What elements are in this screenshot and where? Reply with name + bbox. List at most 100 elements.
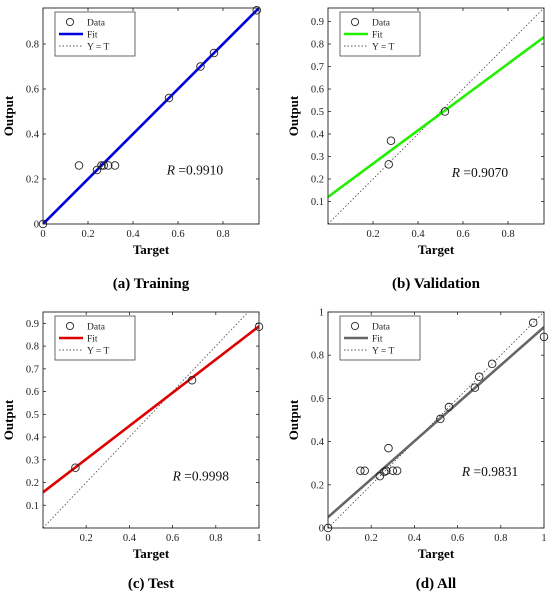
data-point	[97, 161, 106, 170]
fit-line	[43, 325, 259, 494]
x-axis-label: Target	[133, 546, 170, 561]
y-tick-label: 0.4	[311, 130, 325, 141]
data-point	[384, 160, 394, 169]
x-tick-label: 0.8	[494, 533, 507, 544]
y-tick-label: 0.3	[26, 455, 39, 466]
legend-data-label: Data	[87, 323, 106, 333]
data-point	[99, 161, 108, 170]
y-axis-label: Output	[286, 95, 301, 136]
y-tick-label: 0.8	[311, 351, 324, 362]
data-point	[187, 375, 197, 385]
x-tick-label: 0.4	[123, 533, 137, 544]
panel-validation: 0.2 0.4 0.6 0.8 0.1 0.2 0.3 0.4 0.5 0.6 0.7 0.8 0.9 T…	[286, 7, 545, 292]
legend-fit-label: Fit	[372, 31, 383, 41]
y-tick-label: 0.9	[311, 17, 324, 28]
y-tick-label: 0.6	[311, 394, 324, 405]
data-point	[386, 136, 396, 145]
r-annotation: R =0.9831	[461, 464, 518, 479]
panel-caption: (c) Test	[128, 576, 174, 592]
x-tick-label: 0.4	[408, 533, 422, 544]
panel-caption: (d) All	[416, 576, 456, 592]
y-tick-label: 0.2	[26, 175, 39, 186]
legend-identity-label: Y = T	[372, 43, 394, 53]
axes-box	[327, 311, 545, 529]
legend-data-label: Data	[372, 323, 391, 333]
legend-data-label: Data	[372, 19, 391, 29]
x-tick-label: 0.8	[209, 533, 222, 544]
y-axis-label: Output	[1, 95, 16, 136]
data-point	[382, 466, 391, 476]
y-tick-label: 0.3	[311, 152, 324, 163]
data-point	[440, 107, 450, 116]
y-tick-label: 0	[319, 524, 324, 535]
r-annotation: R =0.9998	[172, 468, 230, 483]
y-tick-label: 0.5	[311, 107, 324, 118]
data-point	[474, 372, 484, 382]
y-tick-label: 0.6	[26, 387, 39, 398]
data-point	[436, 414, 445, 424]
x-tick-label: 0.4	[126, 229, 140, 240]
y-tick-label: 0.4	[311, 437, 325, 448]
y-tick-label: 0.4	[26, 433, 40, 444]
legend-data-marker	[350, 321, 360, 331]
y-tick-label: 0.1	[26, 501, 39, 512]
y-tick-label: 1	[319, 308, 324, 319]
data-point	[71, 463, 80, 472]
data-point	[444, 402, 454, 412]
legend-identity-label: Y = T	[87, 43, 109, 53]
y-tick-label: 0	[34, 220, 39, 231]
fit-line	[43, 8, 259, 224]
x-tick-label: 0.6	[456, 229, 469, 240]
data-point	[392, 466, 402, 476]
data-point	[74, 161, 84, 170]
r-annotation: R =0.9070	[451, 165, 509, 180]
data-point	[384, 443, 393, 453]
y-tick-label: 0.5	[26, 410, 39, 421]
x-axis-label: Target	[418, 546, 455, 561]
x-tick-label: 0.2	[366, 229, 379, 240]
x-tick-label: 0.8	[501, 229, 514, 240]
legend-identity-label: Y = T	[372, 347, 394, 357]
data-point	[528, 318, 538, 328]
axes-box	[42, 7, 260, 225]
legend-fit-label: Fit	[87, 31, 98, 41]
legend-fit-label: Fit	[372, 335, 383, 345]
x-tick-label: 1	[256, 533, 261, 544]
data-point	[103, 161, 113, 170]
fit-line	[328, 36, 544, 199]
legend-fit-label: Fit	[87, 335, 98, 345]
panel-caption: (a) Training	[113, 276, 190, 292]
data-point	[92, 165, 102, 175]
x-tick-label: 0.6	[166, 533, 179, 544]
y-tick-label: 0.9	[26, 319, 39, 330]
x-tick-label: 0.2	[81, 229, 94, 240]
x-tick-label: 0.2	[80, 533, 93, 544]
y-tick-label: 0.8	[311, 40, 324, 51]
x-tick-label: 0.2	[365, 533, 378, 544]
panel-training: 0 0.2 0.4 0.6 0.8 0 0.2 0.4 0.6 0.8 Target Output Da…	[1, 5, 261, 292]
axes-box	[327, 7, 545, 225]
y-tick-label: 0.2	[311, 480, 324, 491]
panel-test: 0.2 0.4 0.6 0.8 1 0.1 0.2 0.3 0.4 0.5 0.6 0.7 0.8 0.9…	[1, 311, 264, 592]
legend-data-marker	[350, 17, 360, 27]
y-axis-label: Output	[1, 399, 16, 440]
legend-data-marker	[65, 17, 75, 27]
y-tick-label: 0.8	[26, 40, 39, 51]
data-point	[487, 359, 497, 369]
x-tick-label: 0.6	[171, 229, 184, 240]
data-point	[470, 383, 480, 392]
panel-caption: (b) Validation	[392, 276, 481, 292]
legend-data-label: Data	[87, 19, 106, 29]
y-tick-label: 0.4	[26, 130, 40, 141]
data-point	[379, 467, 389, 477]
axes-box	[42, 311, 260, 529]
data-point	[252, 5, 261, 15]
x-tick-label: 0.6	[451, 533, 464, 544]
y-tick-label: 0.2	[311, 175, 324, 186]
data-point	[375, 471, 385, 481]
x-tick-label: 0	[40, 229, 45, 240]
data-point	[110, 161, 120, 170]
x-tick-label: 0	[325, 533, 330, 544]
x-tick-label: 0.8	[216, 229, 229, 240]
